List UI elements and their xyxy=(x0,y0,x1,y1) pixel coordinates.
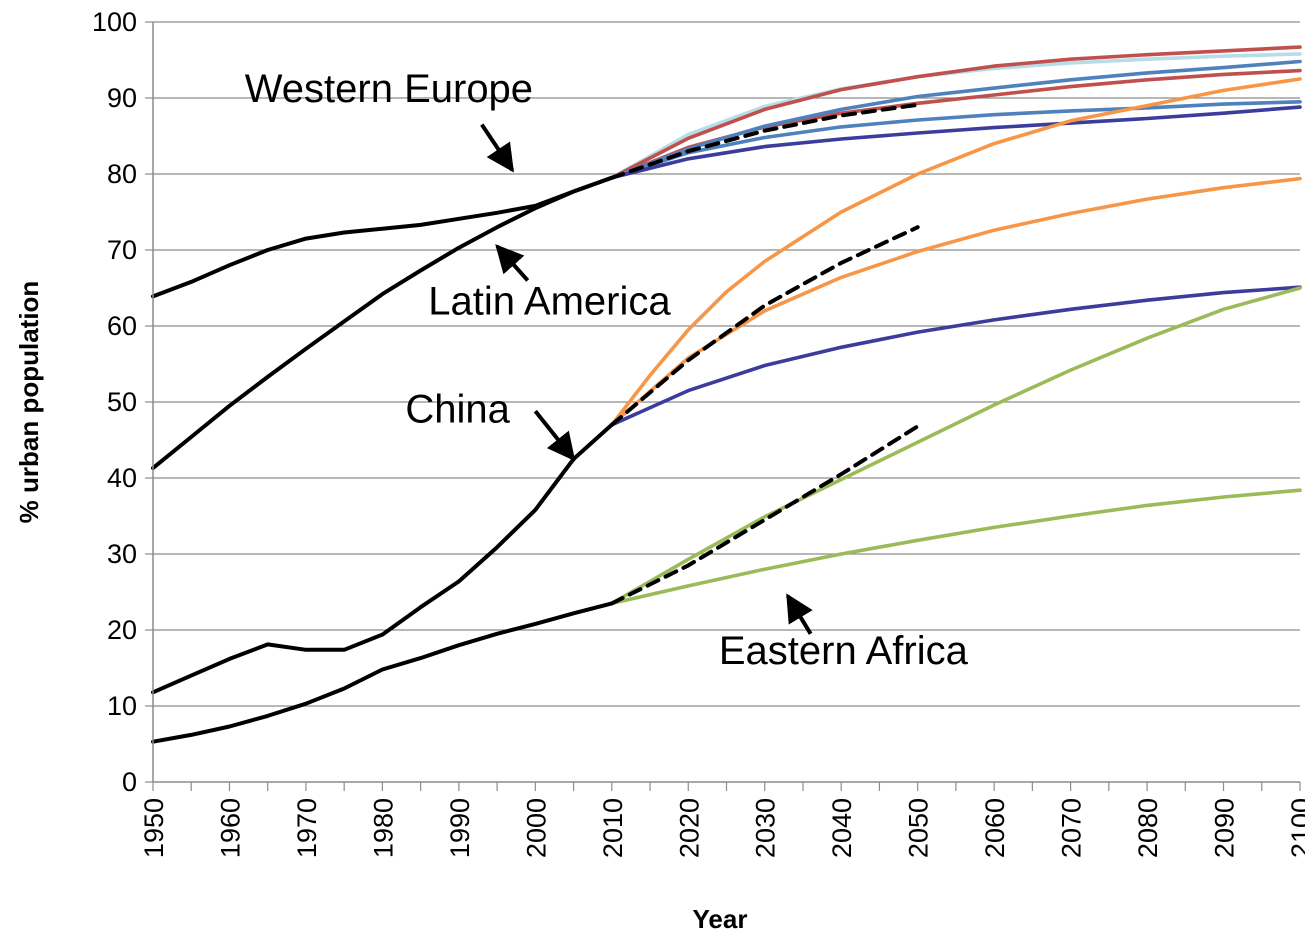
x-tick-label: 1970 xyxy=(292,798,322,858)
x-tick-label: 1960 xyxy=(215,798,245,858)
annotation-arrow-2 xyxy=(533,409,576,462)
x-tick-label: 2050 xyxy=(904,798,934,858)
series-line-17 xyxy=(609,424,920,606)
series-line-16 xyxy=(609,488,1302,606)
series-lines xyxy=(151,45,1302,744)
y-tick-label: 20 xyxy=(107,615,137,645)
y-tick-label: 40 xyxy=(107,463,137,493)
series-line-5 xyxy=(609,45,1302,180)
y-tick-label: 100 xyxy=(92,7,137,37)
x-tick-label: 2060 xyxy=(980,798,1010,858)
annotation-arrow-1 xyxy=(495,244,530,282)
y-tick-label: 60 xyxy=(107,311,137,341)
x-tick-label: 2020 xyxy=(674,798,704,858)
series-line-3 xyxy=(151,601,614,744)
series-line-15 xyxy=(609,286,1302,606)
x-tick-label: 1980 xyxy=(368,798,398,858)
y-tick-label: 50 xyxy=(107,387,137,417)
y-tick-label: 90 xyxy=(107,83,137,113)
series-line-2 xyxy=(151,422,614,695)
series-line-0 xyxy=(151,175,614,299)
y-tick-label: 80 xyxy=(107,159,137,189)
series-line-13 xyxy=(609,285,1302,427)
x-tick-label: 2100 xyxy=(1286,798,1305,858)
annotation-label-1: Latin America xyxy=(428,280,671,324)
annotation-label-0: Western Europe xyxy=(245,67,533,111)
gridlines xyxy=(153,21,1300,707)
annotation-arrow-0 xyxy=(480,123,515,173)
x-tick-label: 1950 xyxy=(139,798,169,858)
series-line-9 xyxy=(609,105,1302,180)
series-line-7 xyxy=(609,59,1302,180)
x-tick-label: 2040 xyxy=(827,798,857,858)
y-tick-label: 0 xyxy=(122,767,137,797)
x-tick-label: 1990 xyxy=(445,798,475,858)
x-tick-label: 2030 xyxy=(751,798,781,858)
annotations: Western Europe Latin America China Eastern … xyxy=(245,67,969,673)
y-axis-title: % urban population xyxy=(14,281,44,524)
series-line-8 xyxy=(609,100,1302,180)
series-line-14 xyxy=(609,225,920,427)
annotation-label-3: Eastern Africa xyxy=(719,629,969,673)
x-tick-label: 2000 xyxy=(521,798,551,858)
y-tick-label: 70 xyxy=(107,235,137,265)
annotation-label-2: China xyxy=(405,388,510,432)
series-line-11 xyxy=(609,77,1302,427)
y-tick-label: 10 xyxy=(107,691,137,721)
x-tick-label: 2070 xyxy=(1057,798,1087,858)
annotation-arrow-3 xyxy=(785,593,813,635)
x-axis-title: Year xyxy=(693,904,748,934)
series-line-1 xyxy=(151,175,614,471)
y-tick-label: 30 xyxy=(107,539,137,569)
x-tick-label: 2090 xyxy=(1210,798,1240,858)
series-line-10 xyxy=(609,102,920,180)
x-tick-label: 2080 xyxy=(1133,798,1163,858)
x-tick-label: 2010 xyxy=(598,798,628,858)
